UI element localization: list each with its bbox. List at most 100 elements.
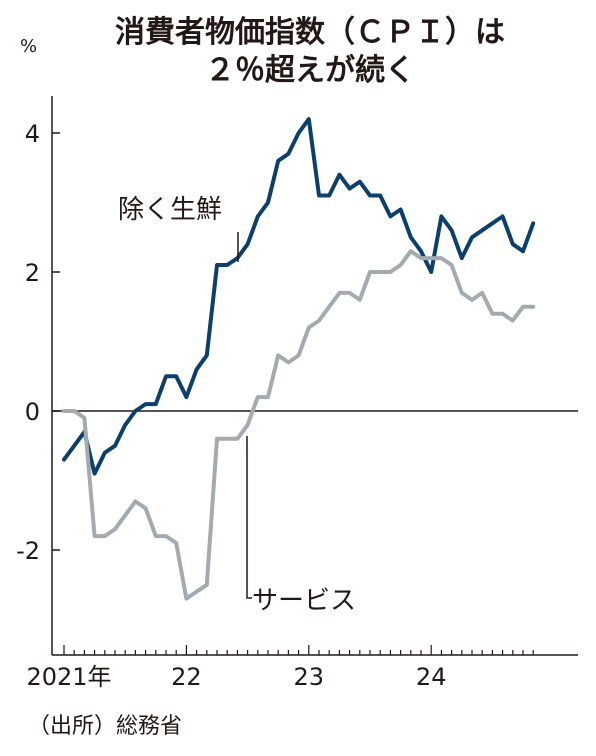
series-line-1 xyxy=(62,117,536,476)
data-point xyxy=(491,312,494,315)
data-point xyxy=(389,271,392,274)
series-label-1: 除く生鮮 xyxy=(118,195,222,225)
series-line-2 xyxy=(62,249,536,601)
data-point xyxy=(185,396,188,399)
data-point xyxy=(338,291,341,294)
data-point xyxy=(440,215,443,218)
data-point xyxy=(471,298,474,301)
data-point xyxy=(430,271,433,274)
chart-title-line2: ２％超えが続く xyxy=(205,53,415,88)
data-point xyxy=(83,416,86,419)
series-label-2: サービス xyxy=(252,586,356,616)
data-point xyxy=(369,194,372,197)
data-point xyxy=(144,403,147,406)
data-point xyxy=(226,264,229,267)
data-point xyxy=(307,118,310,121)
data-point xyxy=(532,305,535,308)
data-point xyxy=(287,361,290,364)
data-point xyxy=(389,215,392,218)
data-point xyxy=(318,319,321,322)
data-point xyxy=(379,194,382,197)
data-point xyxy=(522,250,525,253)
data-point xyxy=(73,410,76,413)
data-point xyxy=(195,590,198,593)
y-tick-label: 0 xyxy=(25,398,40,426)
data-point xyxy=(216,437,219,440)
data-point xyxy=(297,132,300,135)
data-point xyxy=(532,222,535,225)
y-tick-label: -2 xyxy=(16,537,40,565)
data-point xyxy=(165,535,168,538)
leader-lines-group xyxy=(237,232,252,599)
x-tick-label: 24 xyxy=(416,663,447,691)
data-point xyxy=(165,375,168,378)
data-point xyxy=(103,451,106,454)
data-point xyxy=(471,236,474,239)
data-point xyxy=(175,375,178,378)
chart-title-line1: 消費者物価指数（ＣＰＩ）は xyxy=(115,15,505,50)
data-point xyxy=(440,257,443,260)
data-point xyxy=(63,458,66,461)
data-point xyxy=(501,215,504,218)
data-point xyxy=(277,354,280,357)
data-point xyxy=(93,535,96,538)
data-point xyxy=(399,208,402,211)
data-point xyxy=(103,535,106,538)
data-point xyxy=(307,326,310,329)
data-point xyxy=(450,229,453,232)
data-point xyxy=(399,264,402,267)
data-point xyxy=(124,514,127,517)
data-point xyxy=(358,298,361,301)
data-point xyxy=(185,597,188,600)
data-point xyxy=(481,229,484,232)
source-note: （出所）総務省 xyxy=(28,714,182,739)
data-point xyxy=(297,354,300,357)
data-point xyxy=(501,312,504,315)
data-point xyxy=(460,291,463,294)
data-point xyxy=(195,368,198,371)
data-point xyxy=(134,410,137,413)
data-point xyxy=(379,271,382,274)
data-point xyxy=(409,236,412,239)
data-point xyxy=(338,173,341,176)
data-point xyxy=(318,194,321,197)
data-point xyxy=(287,152,290,155)
data-point xyxy=(154,535,157,538)
data-point xyxy=(522,305,525,308)
data-point xyxy=(205,354,208,357)
data-point xyxy=(420,257,423,260)
data-point xyxy=(348,187,351,190)
x-tick-label: 22 xyxy=(171,663,202,691)
data-point xyxy=(348,291,351,294)
data-point xyxy=(175,542,178,545)
data-point xyxy=(511,243,514,246)
x-tick-label: 23 xyxy=(294,663,325,691)
series-group xyxy=(62,117,536,601)
data-point xyxy=(134,500,137,503)
y-unit-label: % xyxy=(20,36,37,57)
data-point xyxy=(63,410,66,413)
data-point xyxy=(409,250,412,253)
leader-line-series-2 xyxy=(246,436,252,599)
data-point xyxy=(256,396,259,399)
data-point xyxy=(460,257,463,260)
data-point xyxy=(267,201,270,204)
axes-group xyxy=(51,96,578,656)
x-tick-label: 2021年 xyxy=(26,663,111,691)
y-tick-label: 4 xyxy=(25,120,40,148)
data-point xyxy=(144,507,147,510)
data-point xyxy=(73,444,76,447)
data-point xyxy=(491,222,494,225)
data-point xyxy=(216,264,219,267)
data-point xyxy=(154,403,157,406)
data-point xyxy=(124,423,127,426)
data-point xyxy=(511,319,514,322)
data-point xyxy=(420,250,423,253)
y-tick-label: 2 xyxy=(25,259,40,287)
data-point xyxy=(114,444,117,447)
data-point xyxy=(205,583,208,586)
data-point xyxy=(328,305,331,308)
data-point xyxy=(358,180,361,183)
